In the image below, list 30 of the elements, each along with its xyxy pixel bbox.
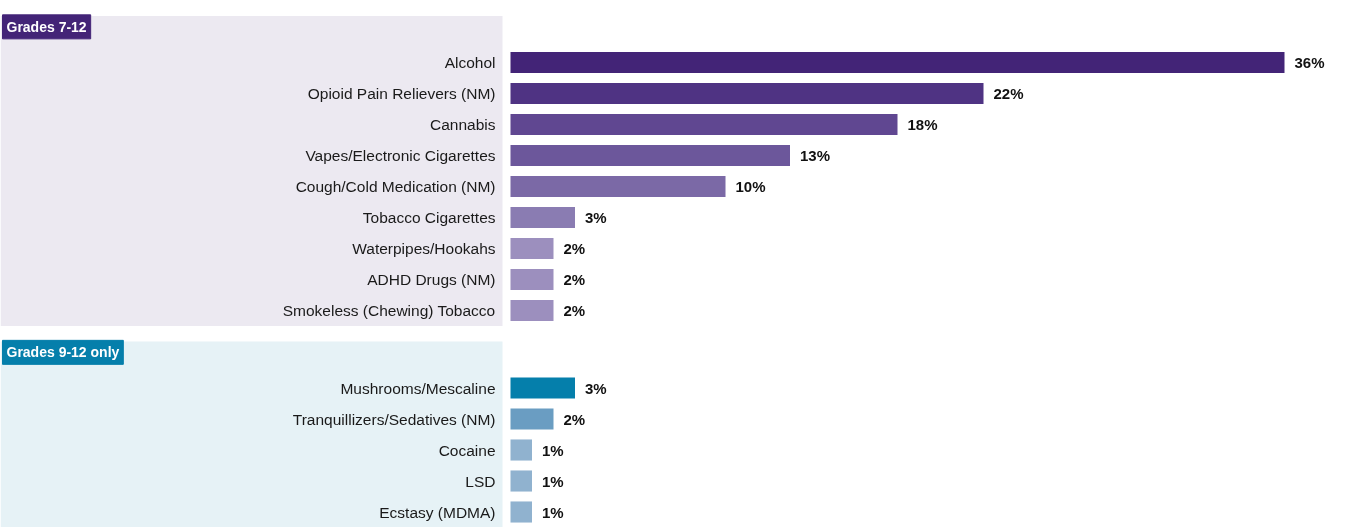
data-label: 36% <box>1294 54 1325 71</box>
data-label: 18% <box>907 116 938 133</box>
y-tick-label: Cough/Cold Medication (NM) <box>295 178 496 195</box>
data-label: 2% <box>563 302 586 319</box>
y-tick-label: Opioid Pain Relievers (NM) <box>307 85 496 102</box>
y-tick-label: Mushrooms/Mescaline <box>340 379 496 397</box>
y-tick-label: Cocaine <box>438 441 496 459</box>
data-label: 1% <box>542 472 564 490</box>
y-tick-label: Cannabis <box>430 116 496 133</box>
data-label: 10% <box>735 178 766 195</box>
y-tick-label: LSD <box>465 472 496 490</box>
y-tick-label: Alcohol <box>444 54 496 71</box>
data-label: 1% <box>542 503 564 521</box>
y-tick-label: Waterpipes/Hookahs <box>352 240 496 257</box>
data-label: 2% <box>563 271 586 288</box>
text: Grades 7-12 <box>6 18 87 35</box>
text: Grades 9-12 only <box>6 344 120 361</box>
y-tick-label: Tranquillizers/Sedatives (NM) <box>292 410 496 428</box>
data-label: 3% <box>585 209 607 226</box>
y-tick-label: ADHD Drugs (NM) <box>367 271 496 288</box>
data-label: 3% <box>585 379 607 397</box>
y-tick-label: Tobacco Cigarettes <box>362 209 496 226</box>
data-label: 2% <box>563 240 586 257</box>
data-label: 22% <box>993 85 1024 102</box>
y-tick-label: Ecstasy (MDMA) <box>379 503 496 521</box>
y-tick-label: Vapes/Electronic Cigarettes <box>305 147 496 164</box>
data-label: 13% <box>800 147 831 164</box>
data-label: 2% <box>563 410 586 428</box>
y-tick-label: Smokeless (Chewing) Tobacco <box>282 302 496 319</box>
data-label: 1% <box>542 441 564 459</box>
